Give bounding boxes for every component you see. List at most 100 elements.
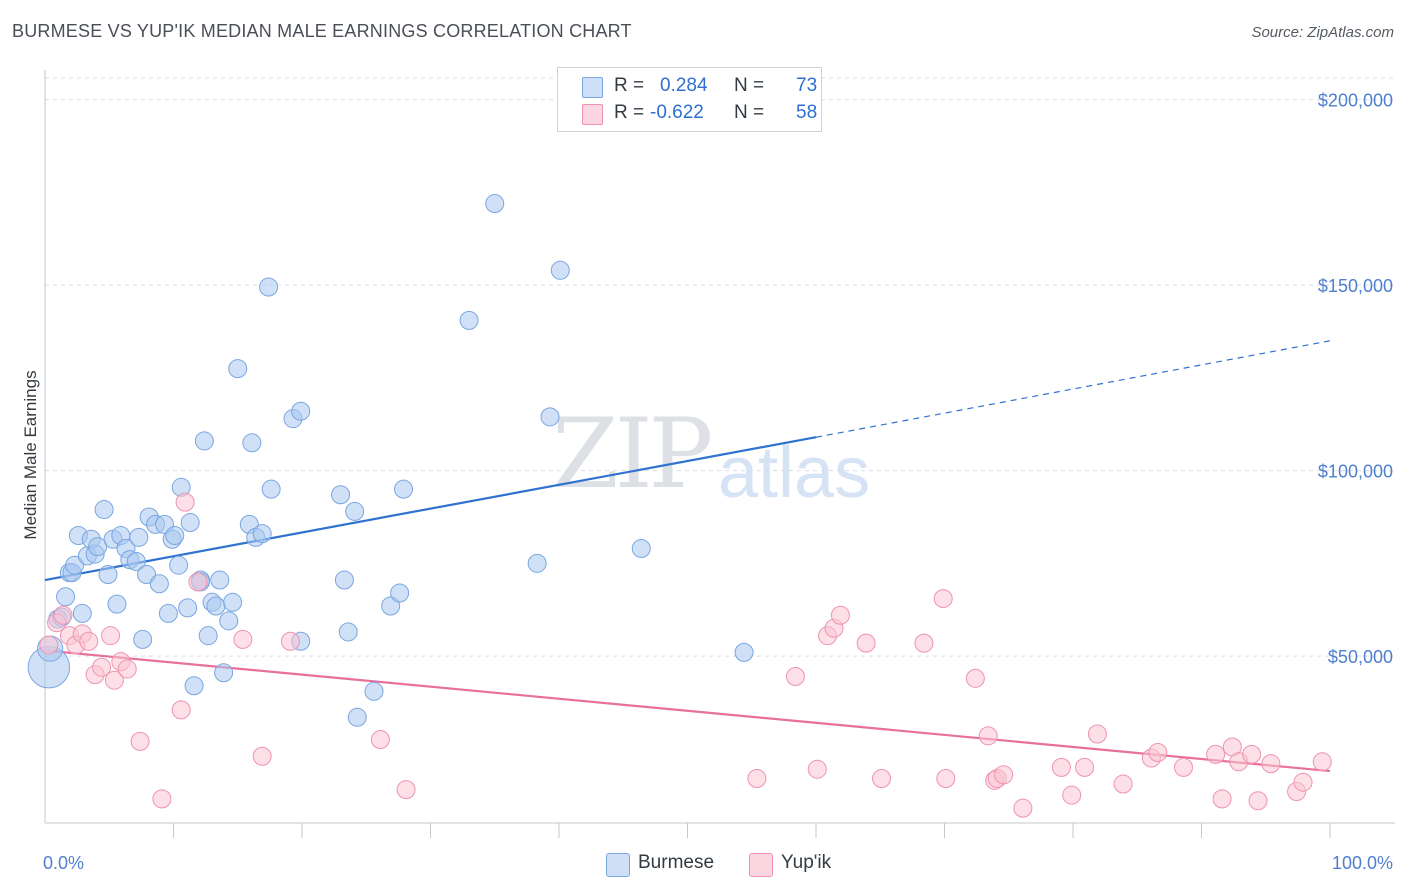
legend-r-label: R = xyxy=(614,75,645,96)
burmese-point xyxy=(459,310,479,330)
burmese-point xyxy=(347,707,367,727)
burmese-point xyxy=(178,598,198,618)
burmese-point xyxy=(338,622,358,642)
yupik-point xyxy=(1051,757,1071,777)
burmese-point xyxy=(228,359,248,379)
yupik-point xyxy=(1075,757,1095,777)
x-tick-label: 100.0% xyxy=(1332,853,1393,873)
yupik-point xyxy=(856,633,876,653)
yupik-point xyxy=(807,759,827,779)
yupik-point xyxy=(396,780,416,800)
burmese-point xyxy=(184,676,204,696)
burmese-point xyxy=(149,574,169,594)
yupik-point xyxy=(175,492,195,512)
burmese-point xyxy=(550,260,570,280)
yupik-point xyxy=(1062,785,1082,805)
trend-lines xyxy=(44,340,1331,773)
burmese-point xyxy=(394,479,414,499)
yupik-point xyxy=(1087,724,1107,744)
yupik-point xyxy=(978,726,998,746)
watermark-atlas: atlas xyxy=(718,433,871,513)
burmese-point xyxy=(198,626,218,646)
yupik-point xyxy=(1206,744,1226,764)
burmese-trend-extension xyxy=(815,340,1331,438)
legend-r-value: 0.284 xyxy=(660,75,708,96)
burmese-point xyxy=(291,401,311,421)
yupik-point xyxy=(171,700,191,720)
source-label: Source: ZipAtlas.com xyxy=(1251,24,1394,41)
burmese-point xyxy=(206,596,226,616)
burmese-point xyxy=(734,642,754,662)
yupik-point xyxy=(1013,798,1033,818)
burmese-point xyxy=(194,431,214,451)
yupik-point xyxy=(936,768,956,788)
burmese-point xyxy=(345,501,365,521)
burmese-point xyxy=(169,555,189,575)
yupik-point xyxy=(188,572,208,592)
series-burmese xyxy=(27,194,754,727)
burmese-trend-line xyxy=(44,436,817,582)
data-points xyxy=(27,194,1332,818)
chart-title: BURMESE VS YUP'IK MEDIAN MALE EARNINGS C… xyxy=(12,21,632,41)
legend-r-label: R = xyxy=(614,102,645,123)
burmese-point xyxy=(133,629,153,649)
yupik-point xyxy=(101,626,121,646)
burmese-point xyxy=(129,527,149,547)
legend-n-label: N = xyxy=(734,75,765,96)
yupik-point xyxy=(1148,743,1168,763)
burmese-point xyxy=(180,513,200,533)
yupik-point xyxy=(79,631,99,651)
grid-lines xyxy=(45,77,1395,657)
x-tick-label: 0.0% xyxy=(43,853,84,873)
yupik-point xyxy=(280,631,300,651)
burmese-point xyxy=(214,663,234,683)
series-yupik xyxy=(39,492,1332,818)
yupik-point xyxy=(1312,752,1332,772)
burmese-point xyxy=(94,500,114,520)
burmese-point xyxy=(223,592,243,612)
yupik-point xyxy=(152,789,172,809)
legend-swatch-burmese xyxy=(582,77,603,98)
yupik-point xyxy=(233,629,253,649)
burmese-point xyxy=(261,479,281,499)
burmese-point xyxy=(485,194,505,214)
yupik-point xyxy=(830,605,850,625)
yupik-point xyxy=(933,589,953,609)
burmese-point xyxy=(137,564,157,584)
legend-r-value: -0.622 xyxy=(650,102,704,123)
yupik-point xyxy=(104,670,124,690)
yupik-point xyxy=(965,668,985,688)
y-tick-label: $200,000 xyxy=(1318,91,1393,111)
yupik-point xyxy=(130,731,150,751)
yupik-trend-line xyxy=(44,649,1331,773)
burmese-point xyxy=(165,526,185,546)
burmese-point xyxy=(527,553,547,573)
burmese-point xyxy=(334,570,354,590)
burmese-point xyxy=(331,485,351,505)
yupik-point xyxy=(1113,774,1133,794)
yupik-point xyxy=(1174,757,1194,777)
watermark-zip: ZIP xyxy=(552,398,713,510)
legend-swatch-yupik xyxy=(582,104,603,125)
yupik-point xyxy=(785,666,805,686)
yupik-point xyxy=(370,730,390,750)
burmese-point xyxy=(219,611,239,631)
burmese-point xyxy=(65,555,85,575)
yupik-point xyxy=(39,635,59,655)
bottom-legend-label-burmese: Burmese xyxy=(638,852,715,873)
bottom-legend-swatch-yupik xyxy=(749,853,773,877)
yupik-point xyxy=(92,657,112,677)
correlation-legend: R = 0.284 N = 73 R = -0.622 N = 58 xyxy=(557,67,822,132)
yupik-point xyxy=(1293,772,1313,792)
yupik-point xyxy=(53,605,73,625)
burmese-point xyxy=(72,603,92,623)
burmese-point xyxy=(259,277,279,297)
yupik-point xyxy=(872,768,892,788)
axis-labels: $50,000 $100,000 $150,000 $200,000 0.0% 100.0… xyxy=(21,91,1393,873)
yupik-point xyxy=(994,765,1014,785)
burmese-point xyxy=(98,564,118,584)
yupik-point xyxy=(1261,754,1281,774)
legend-n-value: 73 xyxy=(796,75,818,96)
burmese-point xyxy=(88,537,108,557)
